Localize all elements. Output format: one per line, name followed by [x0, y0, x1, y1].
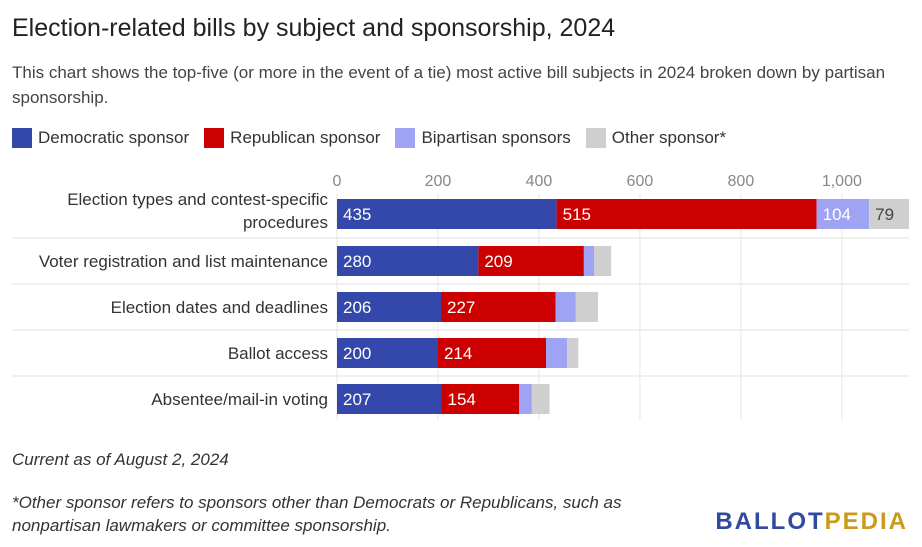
- category-label: Absentee/mail-in voting: [151, 390, 328, 409]
- bar-value-label: 206: [343, 298, 371, 317]
- stacked-bar-chart: 0 200 400 600 800 1,000 Election types and con…: [12, 173, 909, 420]
- legend-item-republican: Republican sponsor: [204, 128, 380, 148]
- bar-democratic: [337, 338, 438, 368]
- bar-value-label: 200: [343, 344, 371, 363]
- bar-republican: [437, 338, 547, 368]
- bar-bipartisan: [583, 246, 594, 276]
- bar-bipartisan: [546, 338, 568, 368]
- legend-item-bipartisan: Bipartisan sponsors: [395, 128, 571, 148]
- legend-swatch-republican: [204, 128, 225, 148]
- bar-value-label: 104: [823, 205, 851, 224]
- bar-value-label: 435: [343, 205, 371, 224]
- bar-value-label: 79: [875, 205, 894, 224]
- legend-swatch-bipartisan: [395, 128, 416, 148]
- logo-part-2: PEDIA: [824, 508, 908, 535]
- legend-label-republican: Republican sponsor: [230, 128, 381, 147]
- legend-item-democratic: Democratic sponsor: [12, 128, 189, 148]
- bar-value-label: 227: [447, 298, 475, 317]
- x-tick-label: 1,000: [822, 173, 862, 190]
- bar-other: [575, 292, 599, 322]
- legend: Democratic sponsor Republican sponsor Bi…: [12, 128, 741, 148]
- footnote-date: Current as of August 2, 2024: [12, 450, 229, 469]
- legend-item-other: Other sponsor*: [585, 128, 727, 148]
- bar-other: [567, 338, 579, 368]
- bar-democratic: [337, 292, 441, 322]
- bar-value-label: 515: [563, 205, 591, 224]
- x-tick-label: 0: [333, 173, 342, 190]
- bar-value-label: 154: [448, 390, 476, 409]
- bar-republican: [478, 246, 584, 276]
- bar-democratic: [337, 246, 479, 276]
- bar-other: [531, 384, 550, 414]
- bar-republican: [441, 292, 556, 322]
- bar-republican: [441, 384, 520, 414]
- x-tick-label: 400: [526, 173, 553, 190]
- bar-bipartisan: [555, 292, 576, 322]
- legend-label-bipartisan: Bipartisan sponsors: [421, 128, 571, 147]
- legend-swatch-other: [585, 128, 606, 148]
- category-label: Election types and contest-specific proce…: [67, 190, 328, 232]
- bar-democratic: [337, 384, 442, 414]
- x-tick-label: 200: [425, 173, 452, 190]
- bar-bipartisan: [519, 384, 532, 414]
- legend-label-democratic: Democratic sponsor: [38, 128, 190, 147]
- category-label: Voter registration and list maintenance: [39, 252, 328, 271]
- chart-subtitle: This chart shows the top-five (or more i…: [12, 63, 886, 107]
- legend-swatch-democratic: [12, 128, 32, 148]
- legend-label-other: Other sponsor*: [611, 128, 727, 147]
- bar-value-label: 214: [444, 344, 472, 363]
- x-tick-label: 800: [728, 173, 755, 190]
- ballotpedia-logo: BALLOTPEDIA: [715, 508, 908, 536]
- footnote: *Other sponsor refers to sponsors other …: [12, 493, 622, 535]
- chart-title: Election-related bills by subject and sp…: [12, 14, 616, 42]
- bar-bipartisan: [816, 199, 870, 229]
- bar-democratic: [337, 199, 557, 229]
- bar-other: [869, 199, 909, 229]
- bar-republican: [556, 199, 817, 229]
- category-label: Election dates and deadlines: [111, 298, 328, 317]
- logo-part-1: BALLOT: [715, 508, 825, 535]
- bar-other: [593, 246, 612, 276]
- bar-value-label: 207: [343, 390, 371, 409]
- bar-value-label: 209: [484, 252, 512, 271]
- category-label: Ballot access: [228, 344, 328, 363]
- bar-value-label: 280: [343, 252, 371, 271]
- x-tick-label: 600: [627, 173, 654, 190]
